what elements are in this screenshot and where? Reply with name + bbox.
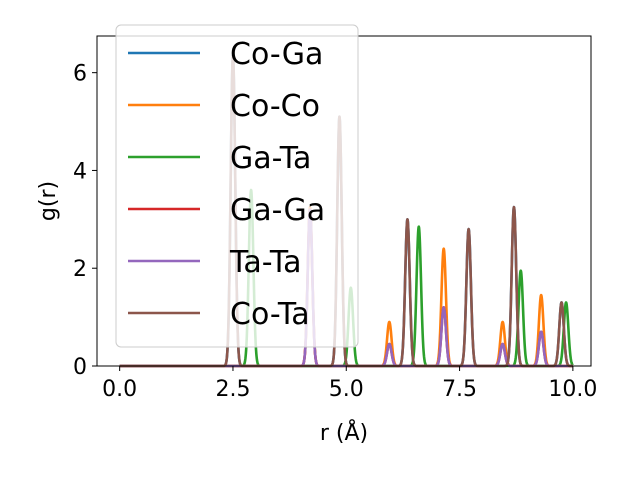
y-tick-label: 6 <box>73 62 87 87</box>
y-axis-label: g(r) <box>36 181 61 221</box>
y-tick-label: 4 <box>73 159 87 184</box>
x-axis-label: r (Å) <box>320 419 368 446</box>
legend: Co-Ga Co-Co Ga-Ta Ga-Ga Ta-Ta Co-Ta <box>115 24 359 348</box>
x-tick-label: 0.0 <box>102 377 137 402</box>
legend-label-ga-ga: Ga-Ga <box>230 193 325 228</box>
x-tick-label: 10.0 <box>548 377 597 402</box>
legend-label-ga-ta: Ga-Ta <box>230 141 311 176</box>
x-tick-label: 7.5 <box>442 377 477 402</box>
x-axis: 0.0 2.5 5.0 7.5 10.0 <box>102 366 597 402</box>
y-tick-label: 2 <box>73 257 87 282</box>
y-tick-label: 0 <box>73 355 87 380</box>
legend-label-co-ta: Co-Ta <box>230 297 310 332</box>
legend-label-ta-ta: Ta-Ta <box>229 245 302 280</box>
legend-label-co-ga: Co-Ga <box>230 37 323 72</box>
y-axis: 0 2 4 6 <box>73 62 97 380</box>
x-tick-label: 5.0 <box>329 377 364 402</box>
legend-label-co-co: Co-Co <box>230 89 320 124</box>
x-tick-label: 2.5 <box>215 377 250 402</box>
